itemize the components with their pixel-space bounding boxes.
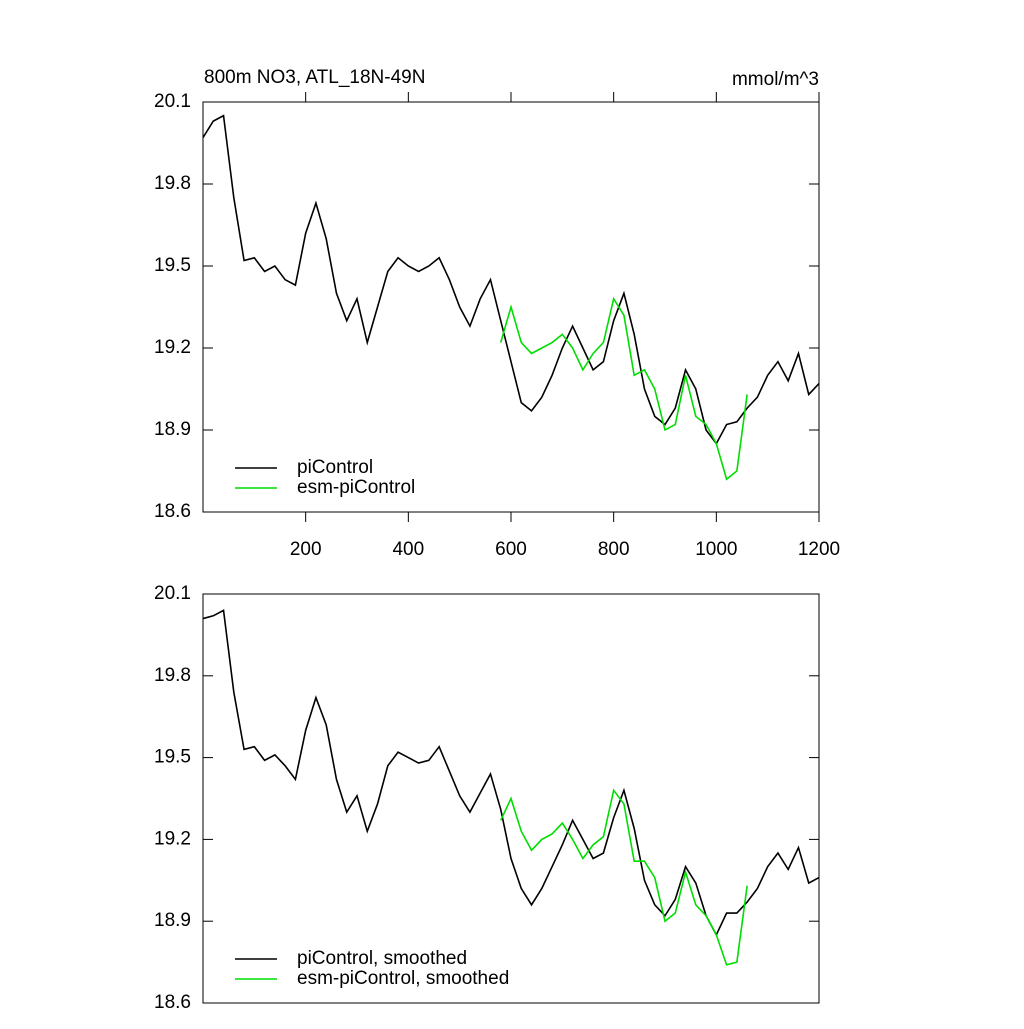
y-tick-label: 19.5 (154, 747, 191, 768)
y-tick-label: 18.9 (154, 419, 191, 440)
y-tick-label: 20.1 (154, 583, 191, 604)
y-tick-label: 19.8 (154, 173, 191, 194)
plot-frame (202, 593, 820, 1004)
series-line (202, 114, 820, 446)
legend-label: esm-piControl, smoothed (297, 968, 509, 989)
x-tick-label: 200 (290, 539, 322, 560)
x-tick-label: 400 (392, 539, 424, 560)
series-line (202, 609, 820, 937)
x-tick-label: 800 (598, 539, 630, 560)
x-tick-label: 1200 (798, 539, 840, 560)
y-tick-label: 18.6 (154, 501, 191, 522)
y-tick-label: 19.8 (154, 665, 191, 686)
y-tick-label: 19.5 (154, 255, 191, 276)
series-line (499, 296, 748, 481)
series-line (500, 788, 748, 966)
y-tick-label: 18.6 (154, 992, 191, 1013)
y-tick-label: 19.2 (154, 337, 191, 358)
x-tick-label: 600 (495, 539, 527, 560)
legend-label: piControl (297, 457, 373, 478)
x-tick-label: 1000 (695, 539, 737, 560)
units-label: mmol/m^3 (732, 69, 819, 90)
y-tick-label: 20.1 (154, 91, 191, 112)
chart-title: 800m NO3, ATL_18N-49N (204, 67, 425, 88)
legend-label: piControl, smoothed (297, 948, 467, 969)
y-tick-label: 19.2 (154, 828, 191, 849)
legend-label: esm-piControl (297, 477, 415, 498)
y-tick-label: 18.9 (154, 910, 191, 931)
